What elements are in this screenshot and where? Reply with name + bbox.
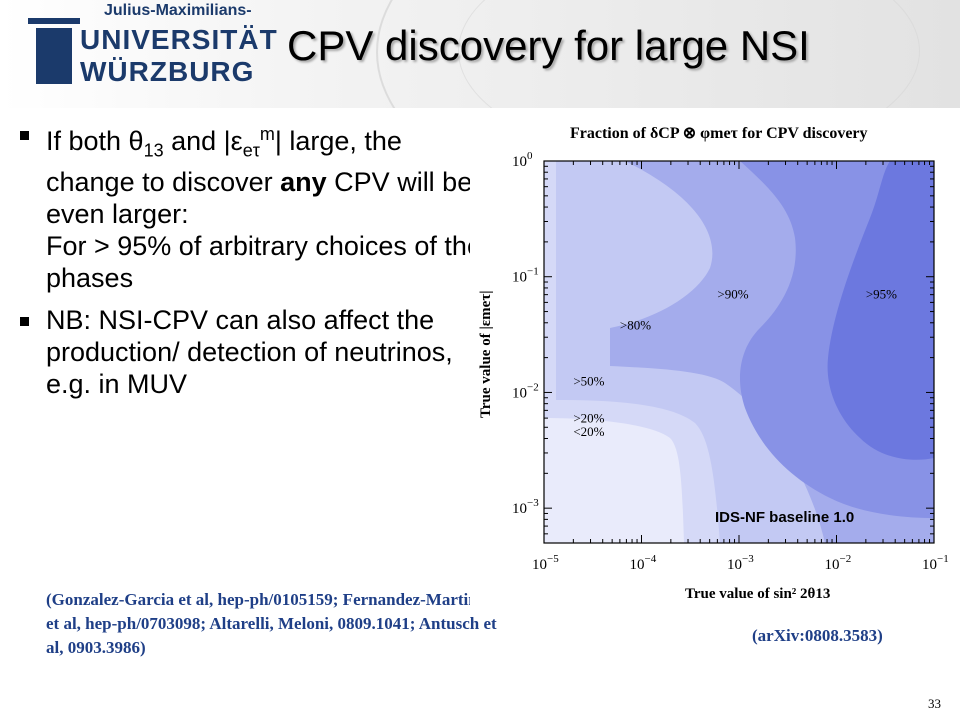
baseline-annotation: IDS-NF baseline 1.0: [715, 509, 854, 526]
page-number: 33: [928, 696, 941, 711]
arxiv-citation: (arXiv:0808.3583): [752, 626, 883, 645]
contour-label: >20%: [573, 410, 604, 425]
y-tick-label: 100: [512, 150, 533, 170]
bullet-1-line-2: For > 95% of arbitrary choices of the ph…: [46, 231, 482, 294]
x-tick-label: 10−4: [630, 553, 657, 573]
bullet-list: If both θ13 and |εeτm| large, the change…: [18, 118, 488, 400]
logo-mark: [36, 28, 72, 84]
chart-title: Fraction of δCP ⊗ φmeτ for CPV discovery: [570, 125, 868, 142]
contour-label: >95%: [866, 286, 897, 301]
x-tick-label: 10−2: [825, 553, 852, 573]
bullet-2: NB: NSI-CPV can also affect the producti…: [18, 304, 488, 400]
bullet-1-text-mid: and |ε: [163, 126, 243, 156]
references: (Gonzalez-Garcia et al, hep-ph/0105159; …: [46, 590, 497, 657]
contour-label: >80%: [620, 317, 651, 332]
university-seal-watermark-inner: [458, 0, 920, 108]
theta-subscript: 13: [143, 140, 164, 161]
x-tick-label: 10−1: [922, 553, 949, 573]
slide-title: CPV discovery for large NSI: [287, 22, 810, 69]
y-tick-label: 10−2: [512, 381, 539, 401]
epsilon-subscript: eτ: [242, 140, 260, 161]
bullet-1-text-post2: CPV will be even larger:: [46, 167, 473, 230]
logo-line-3: WÜRZBURG: [80, 56, 255, 87]
bullet-2-text: NB: NSI-CPV can also affect the producti…: [46, 305, 453, 400]
contour-label: >50%: [573, 373, 604, 388]
y-tick-label: 10−3: [512, 497, 539, 517]
contour-label: >90%: [717, 286, 748, 301]
slide-header: Julius-Maximilians- UNIVERSITÄT WÜRZBURG…: [0, 0, 960, 108]
bullet-1-emphasis: any: [280, 167, 327, 198]
logo-line-1: Julius-Maximilians-: [104, 2, 252, 19]
region-gt95: [827, 161, 934, 460]
contour-plot: 10−5 10−4 10−3 10−2 10−1 10−3 10−2 10−1 100 Frac…: [470, 118, 950, 612]
epsilon-superscript: m: [259, 124, 275, 144]
logo-mark-top: [28, 18, 80, 24]
contour-plot-figure: 10−5 10−4 10−3 10−2 10−1 10−3 10−2 10−1 100 Frac…: [470, 118, 950, 612]
y-tick-label: 10−1: [512, 266, 539, 286]
bullet-1-text-pre: If both θ: [46, 126, 144, 156]
y-axis-label: True value of |εmeτ|: [478, 290, 494, 418]
x-tick-label: 10−5: [532, 553, 559, 573]
x-axis-label: True value of sin² 2θ13: [685, 586, 830, 602]
x-tick-label: 10−3: [727, 553, 754, 573]
logo-line-2: UNIVERSITÄT: [80, 24, 278, 55]
bullet-1-text-post: | large, the change to discover: [46, 126, 402, 198]
bullet-square-icon: [20, 317, 29, 327]
university-seal-watermark: [376, 0, 960, 108]
bullet-1: If both θ13 and |εeτm| large, the change…: [18, 118, 488, 294]
axis-ticks: 10−5 10−4 10−3 10−2 10−1 10−3 10−2 10−1 100: [512, 150, 949, 573]
contour-labels: <20%>20% >50% >80% >90% >95%: [573, 286, 897, 439]
university-logo: Julius-Maximilians- UNIVERSITÄT WÜRZBURG: [14, 0, 277, 90]
contour-label: <20%: [573, 424, 604, 439]
bullet-square-icon: [20, 131, 29, 140]
